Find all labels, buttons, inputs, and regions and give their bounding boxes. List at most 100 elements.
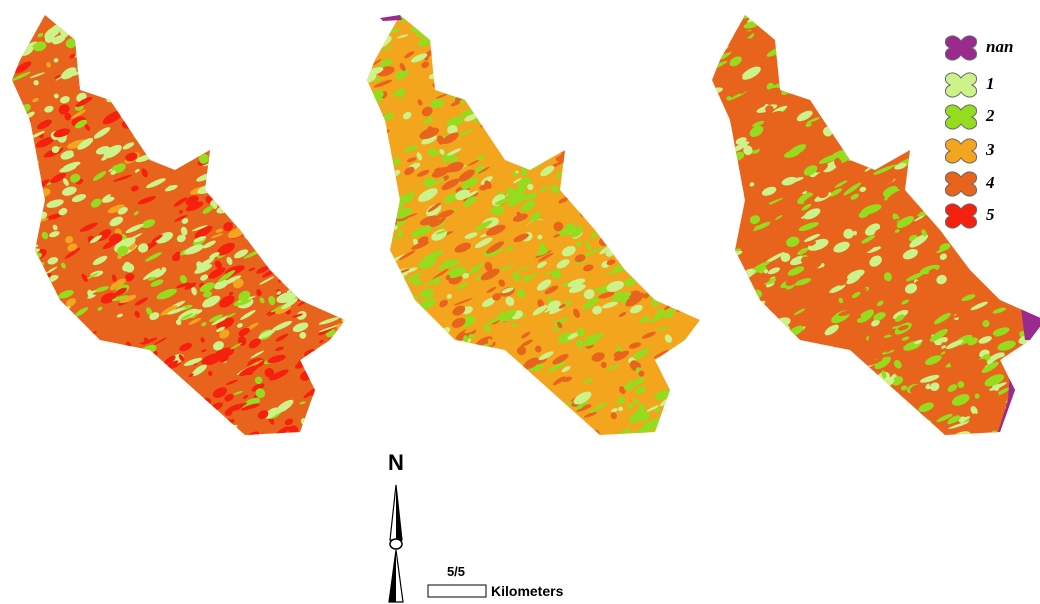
land-patch	[547, 72, 565, 84]
land-patch	[979, 272, 985, 277]
legend-swatch	[945, 36, 976, 60]
land-patch	[363, 28, 379, 41]
land-patch	[224, 190, 236, 201]
land-patch	[244, 52, 255, 61]
land-patch	[500, 365, 518, 381]
land-patch	[314, 126, 329, 140]
land-patch	[1021, 210, 1037, 222]
land-patch	[993, 259, 1000, 266]
land-patch	[583, 144, 602, 157]
land-patch	[709, 12, 727, 24]
land-patch	[61, 349, 72, 360]
land-patch	[878, 89, 900, 100]
land-patch	[823, 12, 837, 22]
land-patch	[724, 313, 745, 329]
land-patch	[580, 151, 587, 158]
land-patch	[998, 258, 1018, 273]
land-patch	[274, 218, 291, 230]
land-patch	[716, 25, 723, 31]
land-patch	[434, 403, 455, 418]
land-patch	[310, 15, 329, 25]
land-patch	[1014, 171, 1033, 184]
land-patch	[728, 278, 748, 292]
land-patch	[210, 190, 224, 200]
land-patch	[82, 68, 104, 83]
land-patch	[783, 371, 803, 389]
land-patch	[890, 415, 912, 429]
land-patch	[919, 31, 925, 35]
land-patch	[455, 59, 476, 74]
land-patch	[531, 50, 552, 67]
land-patch	[717, 155, 733, 166]
land-patch	[875, 12, 889, 20]
land-patch	[676, 305, 688, 313]
land-patch	[13, 396, 21, 406]
land-patch	[694, 116, 702, 122]
land-patch	[420, 423, 443, 441]
land-patch	[374, 140, 382, 150]
land-patch	[688, 58, 710, 73]
land-patch	[883, 141, 901, 153]
land-patch	[60, 336, 76, 345]
land-patch	[476, 405, 485, 416]
land-patch	[251, 179, 267, 186]
land-patch	[1000, 63, 1018, 75]
land-patch	[171, 126, 180, 136]
land-patch	[14, 171, 29, 184]
land-patch	[506, 30, 521, 43]
land-patch	[730, 154, 737, 161]
land-patch	[304, 91, 316, 101]
land-patch	[1012, 430, 1022, 437]
land-patch	[650, 80, 663, 92]
land-patch	[376, 174, 393, 186]
land-patch	[659, 66, 680, 84]
land-patch	[139, 42, 161, 57]
land-patch	[477, 34, 486, 42]
land-patch	[518, 78, 541, 94]
land-patch	[489, 384, 497, 391]
land-patch	[104, 9, 113, 14]
land-patch	[668, 248, 684, 260]
land-patch	[275, 243, 289, 255]
land-patch	[707, 94, 717, 99]
land-patch	[787, 70, 793, 75]
land-patch	[594, 183, 611, 196]
land-patch	[781, 42, 796, 52]
land-patch	[23, 25, 32, 37]
land-patch	[936, 65, 947, 76]
land-patch	[473, 376, 496, 395]
land-patch	[5, 150, 22, 159]
land-patch	[169, 146, 181, 154]
land-patch	[511, 376, 521, 386]
land-patch	[710, 207, 721, 216]
land-patch	[290, 122, 302, 133]
land-patch	[365, 415, 379, 428]
land-patch	[14, 133, 24, 144]
land-patch	[634, 176, 651, 189]
land-patch	[408, 406, 422, 416]
land-patch	[231, 151, 247, 160]
land-patch	[874, 136, 882, 143]
land-patch	[189, 9, 204, 20]
land-patch	[299, 220, 305, 227]
land-patch	[907, 414, 918, 422]
land-patch	[724, 381, 737, 391]
land-patch	[697, 377, 709, 383]
land-patch	[98, 71, 115, 86]
land-patch	[723, 185, 738, 193]
region-map	[0, 0, 359, 445]
land-patch	[491, 406, 501, 415]
land-patch	[861, 396, 874, 407]
land-patch	[1034, 184, 1040, 196]
land-patch	[860, 38, 876, 48]
land-patch	[551, 57, 572, 68]
land-patch	[140, 39, 158, 55]
land-patch	[585, 155, 600, 167]
land-patch	[1001, 228, 1010, 237]
land-patch	[728, 381, 736, 386]
land-patch	[52, 395, 67, 406]
land-patch	[709, 166, 731, 183]
land-patch	[839, 396, 859, 412]
land-patch	[231, 74, 249, 87]
land-patch	[87, 423, 103, 436]
